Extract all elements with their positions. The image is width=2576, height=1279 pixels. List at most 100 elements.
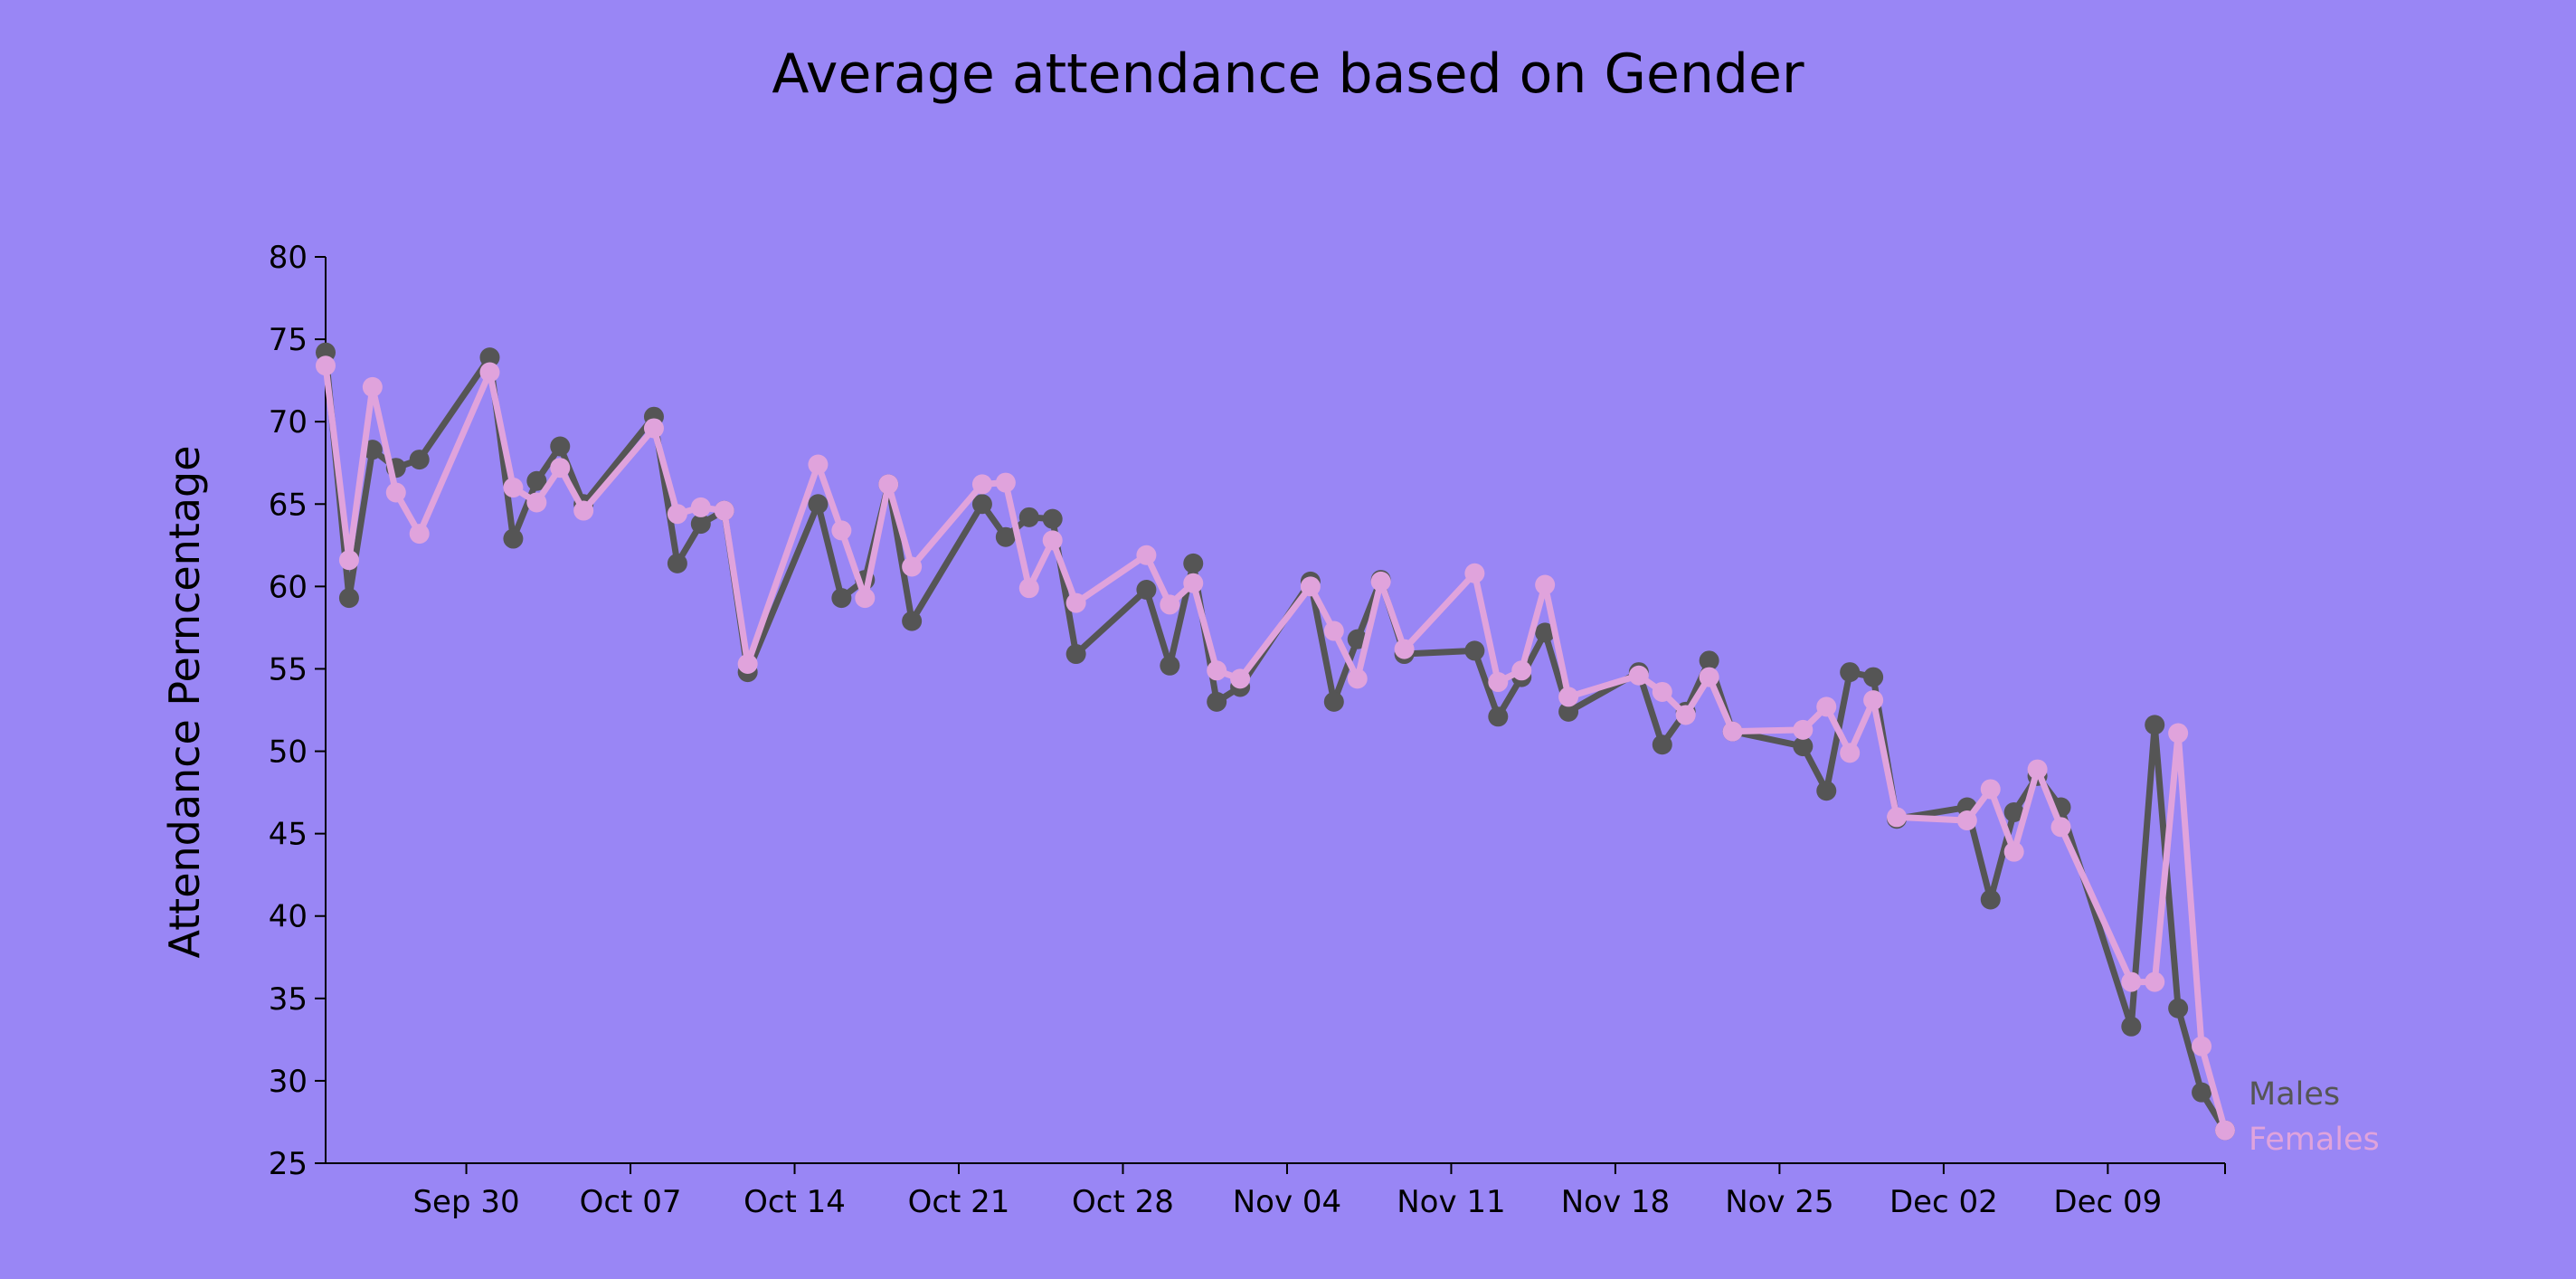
females-data-point: [1699, 667, 1719, 687]
legend-label-males: Males: [2249, 1076, 2340, 1113]
y-tick-label: 50: [269, 734, 308, 771]
females-data-point: [338, 550, 359, 571]
males-data-point: [1018, 507, 1039, 527]
x-tick-label: Dec 02: [1889, 1184, 1998, 1220]
females-data-point: [1628, 665, 1649, 686]
x-tick-label: Oct 07: [580, 1184, 682, 1220]
males-data-point: [1323, 691, 1344, 712]
females-data-point: [2050, 817, 2071, 838]
females-data-point: [808, 454, 829, 475]
males-data-point: [1793, 736, 1814, 757]
females-data-point: [1511, 660, 1532, 681]
females-data-point: [1065, 592, 1086, 613]
males-data-point: [808, 494, 829, 515]
females-data-point: [1675, 705, 1696, 725]
females-data-point: [995, 472, 1016, 493]
legend: Males Females: [2249, 1076, 2380, 1158]
legend-label-females: Females: [2249, 1122, 2380, 1158]
males-series-line: [322, 352, 2228, 1132]
females-data-point: [1347, 668, 1368, 689]
males-data-point: [1183, 553, 1204, 573]
males-data-point: [503, 528, 524, 549]
females-data-point: [714, 500, 734, 521]
females-data-point: [2027, 759, 2048, 780]
males-data-point: [2192, 1082, 2212, 1103]
males-data-point: [1558, 701, 1579, 722]
females-data-point: [316, 355, 336, 376]
y-tick-label: 40: [269, 899, 308, 935]
y-tick-label: 75: [269, 322, 308, 358]
x-tick-label: Nov 25: [1725, 1184, 1833, 1220]
males-data-point: [1207, 691, 1227, 712]
males-data-point: [690, 514, 711, 535]
males-data-point: [1863, 667, 1884, 687]
females-data-point: [1558, 687, 1579, 707]
females-data-point: [1042, 530, 1063, 551]
males-data-point: [971, 494, 992, 515]
females-data-point: [1136, 545, 1157, 565]
x-tick-label: Sep 30: [412, 1184, 519, 1220]
females-data-point: [1816, 696, 1837, 717]
females-data-point: [1793, 719, 1814, 740]
males-data-point: [1347, 629, 1368, 649]
females-data-point: [362, 376, 383, 397]
males-data-point: [550, 436, 571, 457]
females-data-point: [1230, 668, 1251, 689]
chart-title: Average attendance based on Gender: [772, 43, 1804, 106]
females-data-point: [479, 362, 500, 383]
y-axis-ticks: 25 30 35 40 45 50 55 60 65 70 75 80: [269, 240, 326, 1182]
females-data-point: [385, 482, 406, 503]
females-data-point: [1980, 779, 2001, 800]
males-data-point: [526, 470, 547, 491]
males-data-point: [2121, 1016, 2142, 1037]
y-tick-label: 30: [269, 1064, 308, 1100]
males-data-point: [1042, 508, 1063, 529]
females-data-point: [1018, 578, 1039, 599]
males-data-point: [1980, 889, 2001, 910]
x-tick-label: Nov 04: [1233, 1184, 1341, 1220]
males-data-point: [1488, 706, 1509, 727]
x-tick-label: Dec 09: [2053, 1184, 2162, 1220]
females-data-point: [2192, 1036, 2212, 1056]
males-data-point: [1652, 734, 1672, 755]
males-data-point: [1699, 650, 1719, 671]
females-data-point: [2145, 971, 2165, 992]
males-data-point: [338, 588, 359, 609]
females-data-point: [878, 474, 899, 495]
females-data-point: [409, 524, 430, 545]
males-data-point: [1065, 644, 1086, 665]
males-data-point: [1136, 580, 1157, 601]
y-tick-label: 25: [269, 1146, 308, 1182]
males-data-point: [1816, 781, 1837, 801]
males-data-point: [831, 588, 852, 609]
females-data-point: [1464, 563, 1485, 583]
males-data-point: [995, 526, 1016, 547]
y-tick-label: 60: [269, 569, 308, 605]
females-data-point: [1956, 810, 1977, 831]
x-tick-label: Oct 28: [1072, 1184, 1174, 1220]
females-data-point: [2215, 1120, 2235, 1141]
females-data-point: [1183, 573, 1204, 593]
females-data-point: [1488, 672, 1509, 693]
males-data-point: [409, 450, 430, 470]
males-data-point: [479, 347, 500, 368]
females-data-point: [1535, 574, 1556, 595]
males-data-point: [902, 611, 923, 631]
females-data-point: [2003, 841, 2024, 862]
females-data-point: [831, 520, 852, 541]
y-tick-label: 55: [269, 651, 308, 687]
females-data-point: [971, 474, 992, 495]
y-tick-label: 80: [269, 240, 308, 276]
x-tick-label: Oct 21: [908, 1184, 1010, 1220]
males-data-point: [2168, 998, 2189, 1018]
females-data-point: [1722, 721, 1743, 742]
females-data-point: [2121, 971, 2142, 992]
females-data-point: [855, 588, 876, 609]
females-data-point: [690, 497, 711, 517]
males-data-point: [2145, 715, 2165, 735]
x-axis-ticks: Sep 30 Oct 07 Oct 14 Oct 21 Oct 28 Nov 04 Nov …: [412, 1163, 2162, 1220]
males-data-point: [1535, 622, 1556, 643]
males-data-point: [667, 553, 687, 573]
y-tick-label: 65: [269, 487, 308, 523]
males-data-point: [1840, 662, 1861, 683]
